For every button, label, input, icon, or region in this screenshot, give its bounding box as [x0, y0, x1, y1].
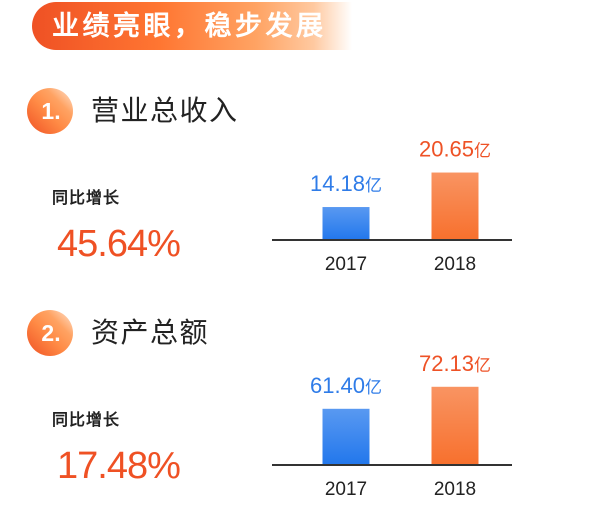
- section-number-badge: 2.: [27, 310, 73, 356]
- section-assets: 2. 资产总额 同比增长 17.48% 61.40亿 2017 72.13亿 2018: [0, 310, 590, 510]
- section-number: 1.: [41, 97, 61, 124]
- section-number: 2.: [41, 319, 61, 346]
- growth-label: 同比增长: [52, 190, 121, 207]
- x-tick-2018: 2018: [434, 479, 476, 500]
- value-number: 61.40: [310, 373, 365, 398]
- value-label-2017: 14.18亿: [310, 171, 382, 196]
- growth-label: 同比增长: [52, 412, 121, 429]
- growth-value: 17.48%: [57, 445, 181, 487]
- section-title: 营业总收入: [91, 95, 239, 126]
- section-title: 资产总额: [91, 317, 210, 348]
- value-label-2018: 20.65亿: [419, 137, 491, 162]
- x-tick-2018: 2018: [434, 254, 476, 275]
- value-unit: 亿: [365, 176, 382, 195]
- header-banner: 业绩亮眼，稳步发展: [32, 2, 352, 50]
- section-revenue: 1. 营业总收入 同比增长 45.64% 14.18亿 2017 20.65亿 201…: [0, 88, 590, 288]
- bar-2018: [431, 386, 479, 465]
- bar-2017: [322, 408, 370, 465]
- x-tick-2017: 2017: [325, 254, 367, 275]
- value-number: 72.13: [419, 351, 474, 376]
- value-unit: 亿: [474, 356, 491, 375]
- x-tick-2017: 2017: [325, 479, 367, 500]
- section-number-badge: 1.: [27, 88, 73, 134]
- growth-value: 45.64%: [57, 223, 181, 265]
- banner-title: 业绩亮眼，稳步发展: [52, 11, 327, 41]
- bar-2018: [431, 172, 479, 240]
- value-unit: 亿: [474, 142, 491, 161]
- value-number: 20.65: [419, 137, 474, 162]
- value-label-2017: 61.40亿: [310, 373, 382, 398]
- bar-2017: [322, 207, 370, 240]
- value-number: 14.18: [310, 171, 365, 196]
- value-unit: 亿: [365, 378, 382, 397]
- value-label-2018: 72.13亿: [419, 351, 491, 376]
